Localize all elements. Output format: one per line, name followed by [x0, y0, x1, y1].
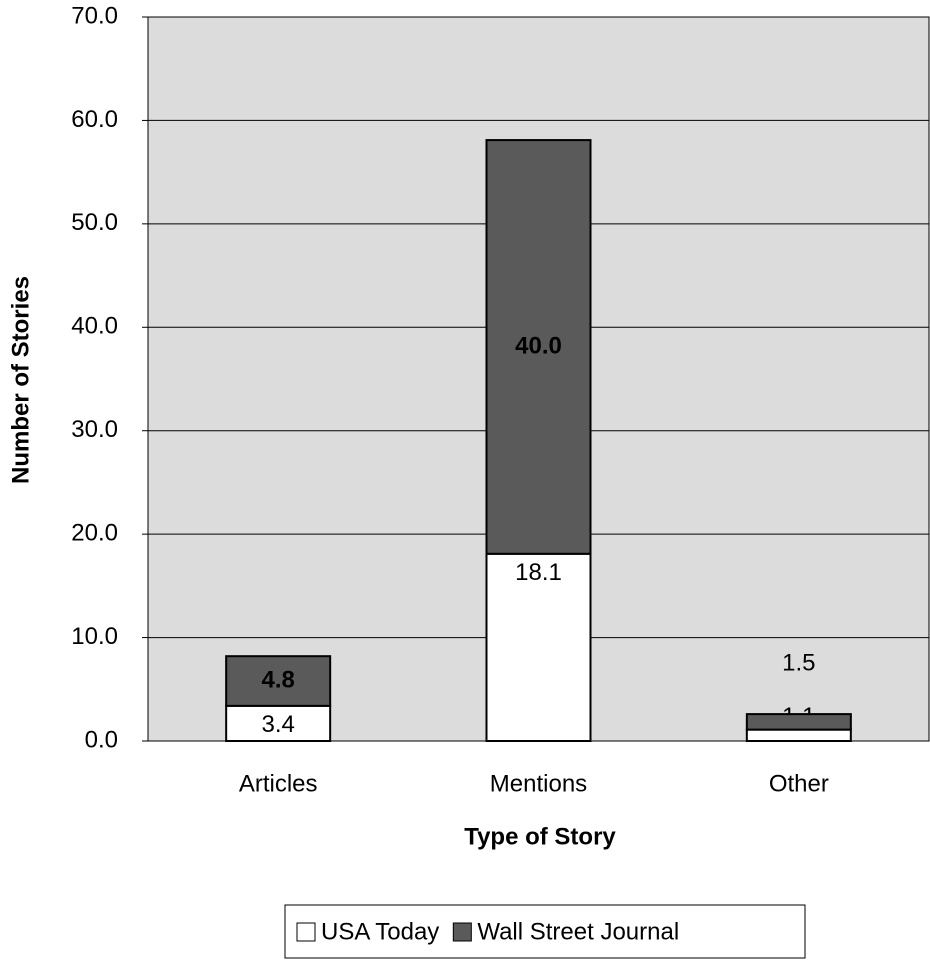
data-label: 3.4 [261, 711, 294, 738]
legend-label: USA Today [321, 918, 439, 945]
legend-swatch [296, 922, 316, 942]
y-tick-label: 70.0 [71, 2, 118, 29]
y-tick-label: 40.0 [71, 313, 118, 340]
x-axis-title: Type of Story [464, 823, 616, 850]
legend-swatch [452, 922, 472, 942]
bar-segment [745, 713, 852, 731]
bar-segment [225, 655, 332, 707]
bar-segment [745, 728, 852, 743]
legend [284, 904, 806, 959]
x-tick-label: Mentions [490, 770, 587, 797]
y-tick-label: 60.0 [71, 106, 118, 133]
y-tick-label: 0.0 [85, 726, 118, 753]
y-tick-label: 20.0 [71, 519, 118, 546]
y-tick-label: 50.0 [71, 209, 118, 236]
y-axis-title: Number of Stories [7, 276, 34, 484]
bar-segment [485, 139, 592, 555]
x-tick-label: Articles [239, 770, 318, 797]
legend-label: Wall Street Journal [477, 918, 679, 945]
bar-segment [485, 552, 592, 743]
data-label: 4.8 [261, 666, 294, 693]
bar-segment [225, 704, 332, 743]
data-label: 1.5 [782, 649, 815, 676]
y-tick-label: 30.0 [71, 416, 118, 443]
y-tick-label: 10.0 [71, 623, 118, 650]
data-label: 40.0 [515, 332, 562, 359]
data-label: 18.1 [515, 559, 562, 586]
x-tick-label: Other [769, 770, 829, 797]
